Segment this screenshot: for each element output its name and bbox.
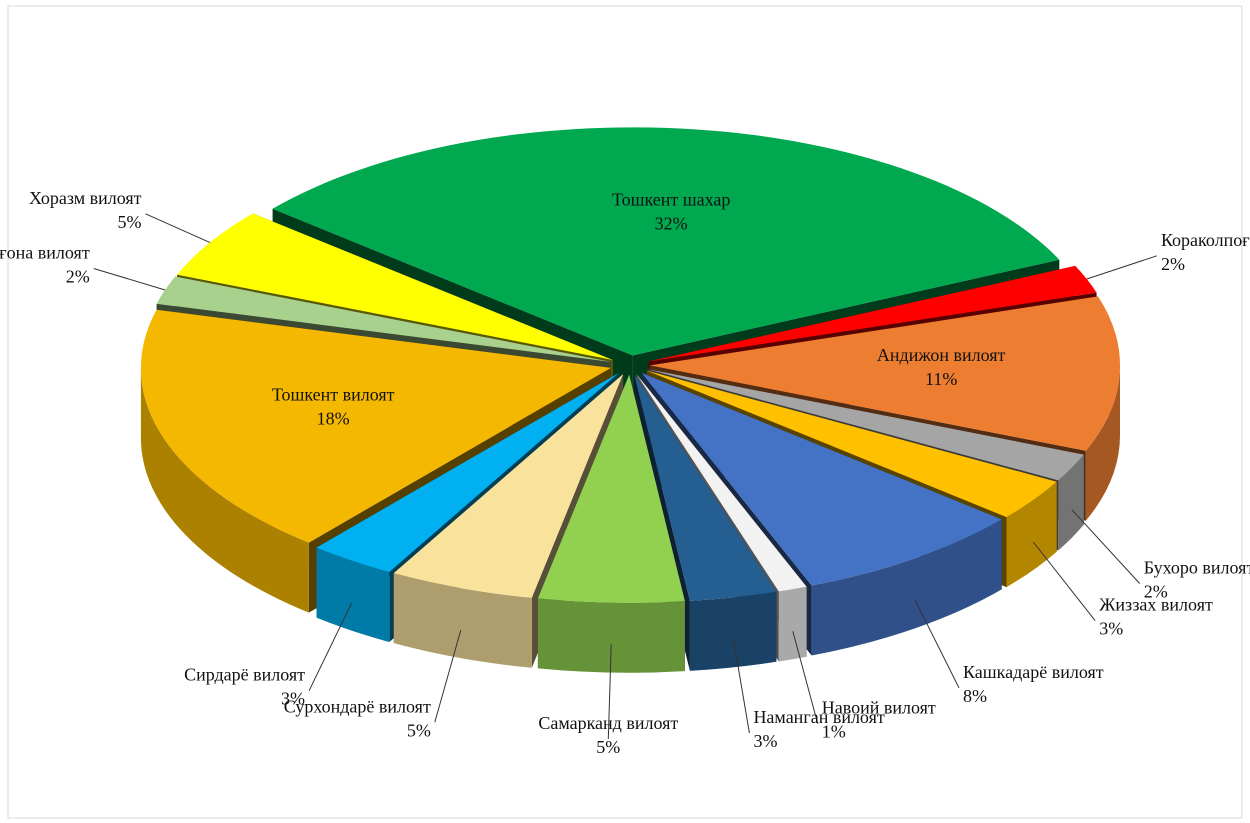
slice-wall bbox=[537, 598, 685, 673]
category-label: Самарканд вилоят bbox=[538, 713, 678, 733]
slice bbox=[272, 127, 1060, 356]
data-label: Жиззах вилоят 3% bbox=[1099, 595, 1213, 639]
slice bbox=[641, 372, 1002, 586]
category-label: Тошкент шахар bbox=[612, 189, 730, 209]
slice-wall bbox=[778, 586, 807, 662]
category-label: Сурхондарё вилоят bbox=[284, 696, 431, 716]
data-label: Фарғона вилоят 2% bbox=[0, 242, 90, 286]
value-label: 2% bbox=[1144, 581, 1168, 601]
slice bbox=[316, 373, 619, 572]
slice bbox=[636, 374, 807, 592]
slice-wall bbox=[1085, 365, 1120, 521]
category-label: Фарғона вилоят bbox=[0, 242, 90, 262]
slice bbox=[648, 369, 1084, 481]
slice-tops bbox=[140, 127, 1121, 603]
leader-line bbox=[145, 213, 211, 244]
slice-wall bbox=[689, 591, 777, 671]
category-label: Бухоро вилоят bbox=[1144, 557, 1250, 577]
slice-wall bbox=[811, 519, 1002, 656]
leader-line bbox=[93, 268, 166, 291]
value-label: 8% bbox=[963, 686, 987, 706]
category-label: Хоразм вилоят bbox=[29, 188, 142, 208]
slice bbox=[634, 374, 777, 601]
labels: Тошкент шахар 32% Кораколпоғистон Республи… bbox=[0, 188, 1250, 757]
data-label: Сурхондарё вилоят 5% bbox=[284, 696, 431, 740]
value-label: 3% bbox=[281, 689, 305, 709]
value-label: 32% bbox=[655, 213, 688, 233]
data-label: Самарканд вилоят 5% bbox=[538, 713, 678, 757]
slice bbox=[177, 213, 613, 360]
leader-line bbox=[308, 602, 353, 691]
data-label: Хоразм вилоят 5% bbox=[29, 188, 142, 232]
slice bbox=[140, 309, 611, 543]
data-label: Кашкадарё вилоят 8% bbox=[963, 662, 1104, 706]
value-label: 5% bbox=[118, 212, 142, 232]
data-label: Навоий вилоят 1% bbox=[822, 698, 936, 742]
value-label: 5% bbox=[407, 720, 431, 740]
value-label: 1% bbox=[822, 722, 846, 742]
slice bbox=[537, 374, 685, 603]
data-label: Тошкент вилоят 18% bbox=[272, 385, 395, 429]
category-label: Тошкент вилоят bbox=[272, 385, 395, 405]
leader-line bbox=[607, 644, 612, 740]
value-label: 3% bbox=[753, 731, 777, 751]
category-label: Сирдарё вилоят bbox=[184, 665, 305, 685]
category-label: Кашкадарё вилоят bbox=[963, 662, 1104, 682]
leader-line bbox=[914, 600, 960, 689]
leader-line bbox=[1032, 541, 1096, 622]
leader-line bbox=[1071, 509, 1141, 584]
data-label: Бухоро вилоят 2% bbox=[1144, 557, 1250, 601]
value-label: 11% bbox=[925, 369, 957, 389]
data-label: Сирдарё вилоят 3% bbox=[184, 665, 305, 709]
value-label: 5% bbox=[596, 737, 620, 757]
slice-wall bbox=[393, 573, 532, 668]
leader-line bbox=[1086, 255, 1158, 280]
value-label: 18% bbox=[317, 409, 350, 429]
data-label: Наманган вилоят 3% bbox=[753, 707, 884, 751]
category-label: Андижон вилоят bbox=[877, 345, 1006, 365]
slice-wall bbox=[1006, 481, 1057, 588]
slice bbox=[393, 374, 624, 598]
slice-wall bbox=[140, 367, 309, 613]
data-label: Андижон вилоят 11% bbox=[877, 345, 1006, 389]
slice bbox=[156, 276, 611, 362]
category-label: Навоий вилоят bbox=[822, 698, 936, 718]
leader-line bbox=[434, 629, 462, 723]
slice bbox=[648, 265, 1097, 362]
value-label: 3% bbox=[1099, 619, 1123, 639]
category-label: Кораколпоғистон Республикаси bbox=[1161, 230, 1250, 250]
slice-wall bbox=[1058, 454, 1084, 551]
leader-line bbox=[792, 631, 819, 724]
slice bbox=[650, 296, 1121, 451]
data-label: Тошкент шахар 32% bbox=[612, 189, 730, 233]
category-label: Жиззах вилоят bbox=[1099, 595, 1213, 615]
slice bbox=[646, 370, 1057, 518]
category-label: Наманган вилоят bbox=[753, 707, 884, 727]
value-label: 2% bbox=[66, 266, 90, 286]
slice-wall bbox=[316, 547, 390, 642]
data-label: Кораколпоғистон Республикаси 2% bbox=[1161, 230, 1250, 274]
value-label: 2% bbox=[1161, 254, 1185, 274]
leader-line bbox=[733, 639, 750, 734]
